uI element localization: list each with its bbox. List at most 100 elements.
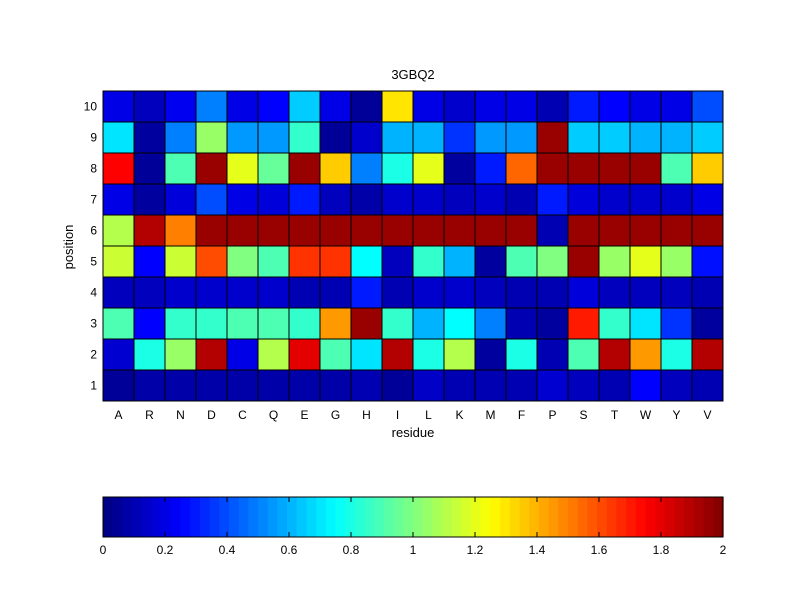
heatmap-cell <box>381 214 414 247</box>
heatmap-cell <box>660 183 693 216</box>
heatmap-cell <box>443 245 476 278</box>
heatmap-cell <box>133 183 166 216</box>
heatmap-cell <box>226 307 259 340</box>
heatmap-cell <box>381 183 414 216</box>
heatmap-cell <box>474 369 507 402</box>
heatmap-cell <box>536 121 569 154</box>
heatmap-cell <box>226 276 259 309</box>
heatmap-cell <box>691 90 724 123</box>
heatmap-cell <box>319 307 352 340</box>
heatmap-cell <box>691 121 724 154</box>
y-tick-label: 3 <box>90 317 97 331</box>
colorbar-segment <box>606 497 618 537</box>
y-tick-label: 10 <box>84 100 98 114</box>
heatmap-cell <box>164 183 197 216</box>
heatmap-cell <box>226 152 259 185</box>
heatmap-cell <box>381 307 414 340</box>
heatmap-cell <box>226 90 259 123</box>
heatmap-cell <box>133 90 166 123</box>
heatmap-cell <box>505 214 538 247</box>
heatmap-cell <box>536 245 569 278</box>
heatmap-cell <box>567 338 600 371</box>
heatmap-cell <box>505 183 538 216</box>
colorbar-segment <box>209 497 220 537</box>
colorbar-segment <box>413 497 424 537</box>
heatmap-cell <box>257 276 290 309</box>
heatmap-cell <box>319 369 352 402</box>
colorbar-segment <box>103 497 114 537</box>
heatmap-cell <box>319 245 352 278</box>
x-tick-label: R <box>145 408 154 422</box>
heatmap-cell <box>350 307 383 340</box>
heatmap-cell <box>381 90 414 123</box>
x-tick-label: P <box>548 408 556 422</box>
heatmap-cell <box>102 121 135 154</box>
heatmap-cell <box>350 121 383 154</box>
colorbar-segment <box>170 497 182 537</box>
heatmap-cell <box>691 276 724 309</box>
x-tick-label: M <box>486 408 496 422</box>
colorbar-segment <box>354 497 366 537</box>
heatmap-cell <box>505 152 538 185</box>
heatmap-cell <box>350 245 383 278</box>
heatmap-cell <box>567 152 600 185</box>
heatmap-cell <box>412 152 445 185</box>
heatmap-cell <box>164 307 197 340</box>
heatmap-cell <box>381 245 414 278</box>
heatmap-cell <box>598 183 631 216</box>
heatmap-cell <box>350 276 383 309</box>
heatmap-cell <box>629 183 662 216</box>
heatmap-cell <box>257 152 290 185</box>
colorbar-segment <box>587 497 598 537</box>
colorbar-tick-label: 1.8 <box>653 543 670 557</box>
heatmap-cell <box>288 245 321 278</box>
colorbar-segment <box>364 497 375 537</box>
heatmap-cell <box>505 307 538 340</box>
heatmap-cell <box>412 276 445 309</box>
heatmap-cell <box>412 90 445 123</box>
heatmap-cell <box>195 121 228 154</box>
heatmap-cell <box>412 214 445 247</box>
colorbar-segment <box>645 497 656 537</box>
colorbar-segment <box>335 497 346 537</box>
heatmap-cell <box>629 152 662 185</box>
colorbar-segment <box>316 497 327 537</box>
colorbar-segment <box>122 497 133 537</box>
heatmap-cell <box>350 90 383 123</box>
heatmap-cell <box>195 90 228 123</box>
heatmap-cell <box>350 183 383 216</box>
heatmap-cell <box>536 90 569 123</box>
heatmap-cell <box>505 90 538 123</box>
colorbar-segment <box>519 497 530 537</box>
heatmap-cell <box>319 214 352 247</box>
heatmap-cell <box>443 307 476 340</box>
colorbar-segment <box>258 497 269 537</box>
x-tick-label: C <box>238 408 247 422</box>
heatmap-cell <box>350 152 383 185</box>
heatmap-cell <box>133 214 166 247</box>
heatmap-cell <box>412 183 445 216</box>
heatmap-cell <box>660 276 693 309</box>
heatmap-cell <box>195 338 228 371</box>
heatmap-cell <box>474 307 507 340</box>
heatmap-cell <box>288 369 321 402</box>
colorbar-segment <box>684 497 695 537</box>
heatmap-cell <box>164 152 197 185</box>
x-tick-label: K <box>455 408 463 422</box>
x-tick-label: Q <box>269 408 278 422</box>
heatmap-cell <box>629 90 662 123</box>
heatmap-cell <box>288 276 321 309</box>
heatmap-cell <box>381 338 414 371</box>
heatmap-cell <box>660 369 693 402</box>
x-tick-label: F <box>518 408 525 422</box>
heatmap-cell <box>474 90 507 123</box>
heatmap-cells <box>102 90 724 402</box>
heatmap-cell <box>195 152 228 185</box>
heatmap-cell <box>691 338 724 371</box>
colorbar-segment <box>161 497 172 537</box>
heatmap-cell <box>164 276 197 309</box>
colorbar-segment <box>461 497 472 537</box>
colorbar-segment <box>267 497 278 537</box>
colorbar-segment <box>432 497 443 537</box>
